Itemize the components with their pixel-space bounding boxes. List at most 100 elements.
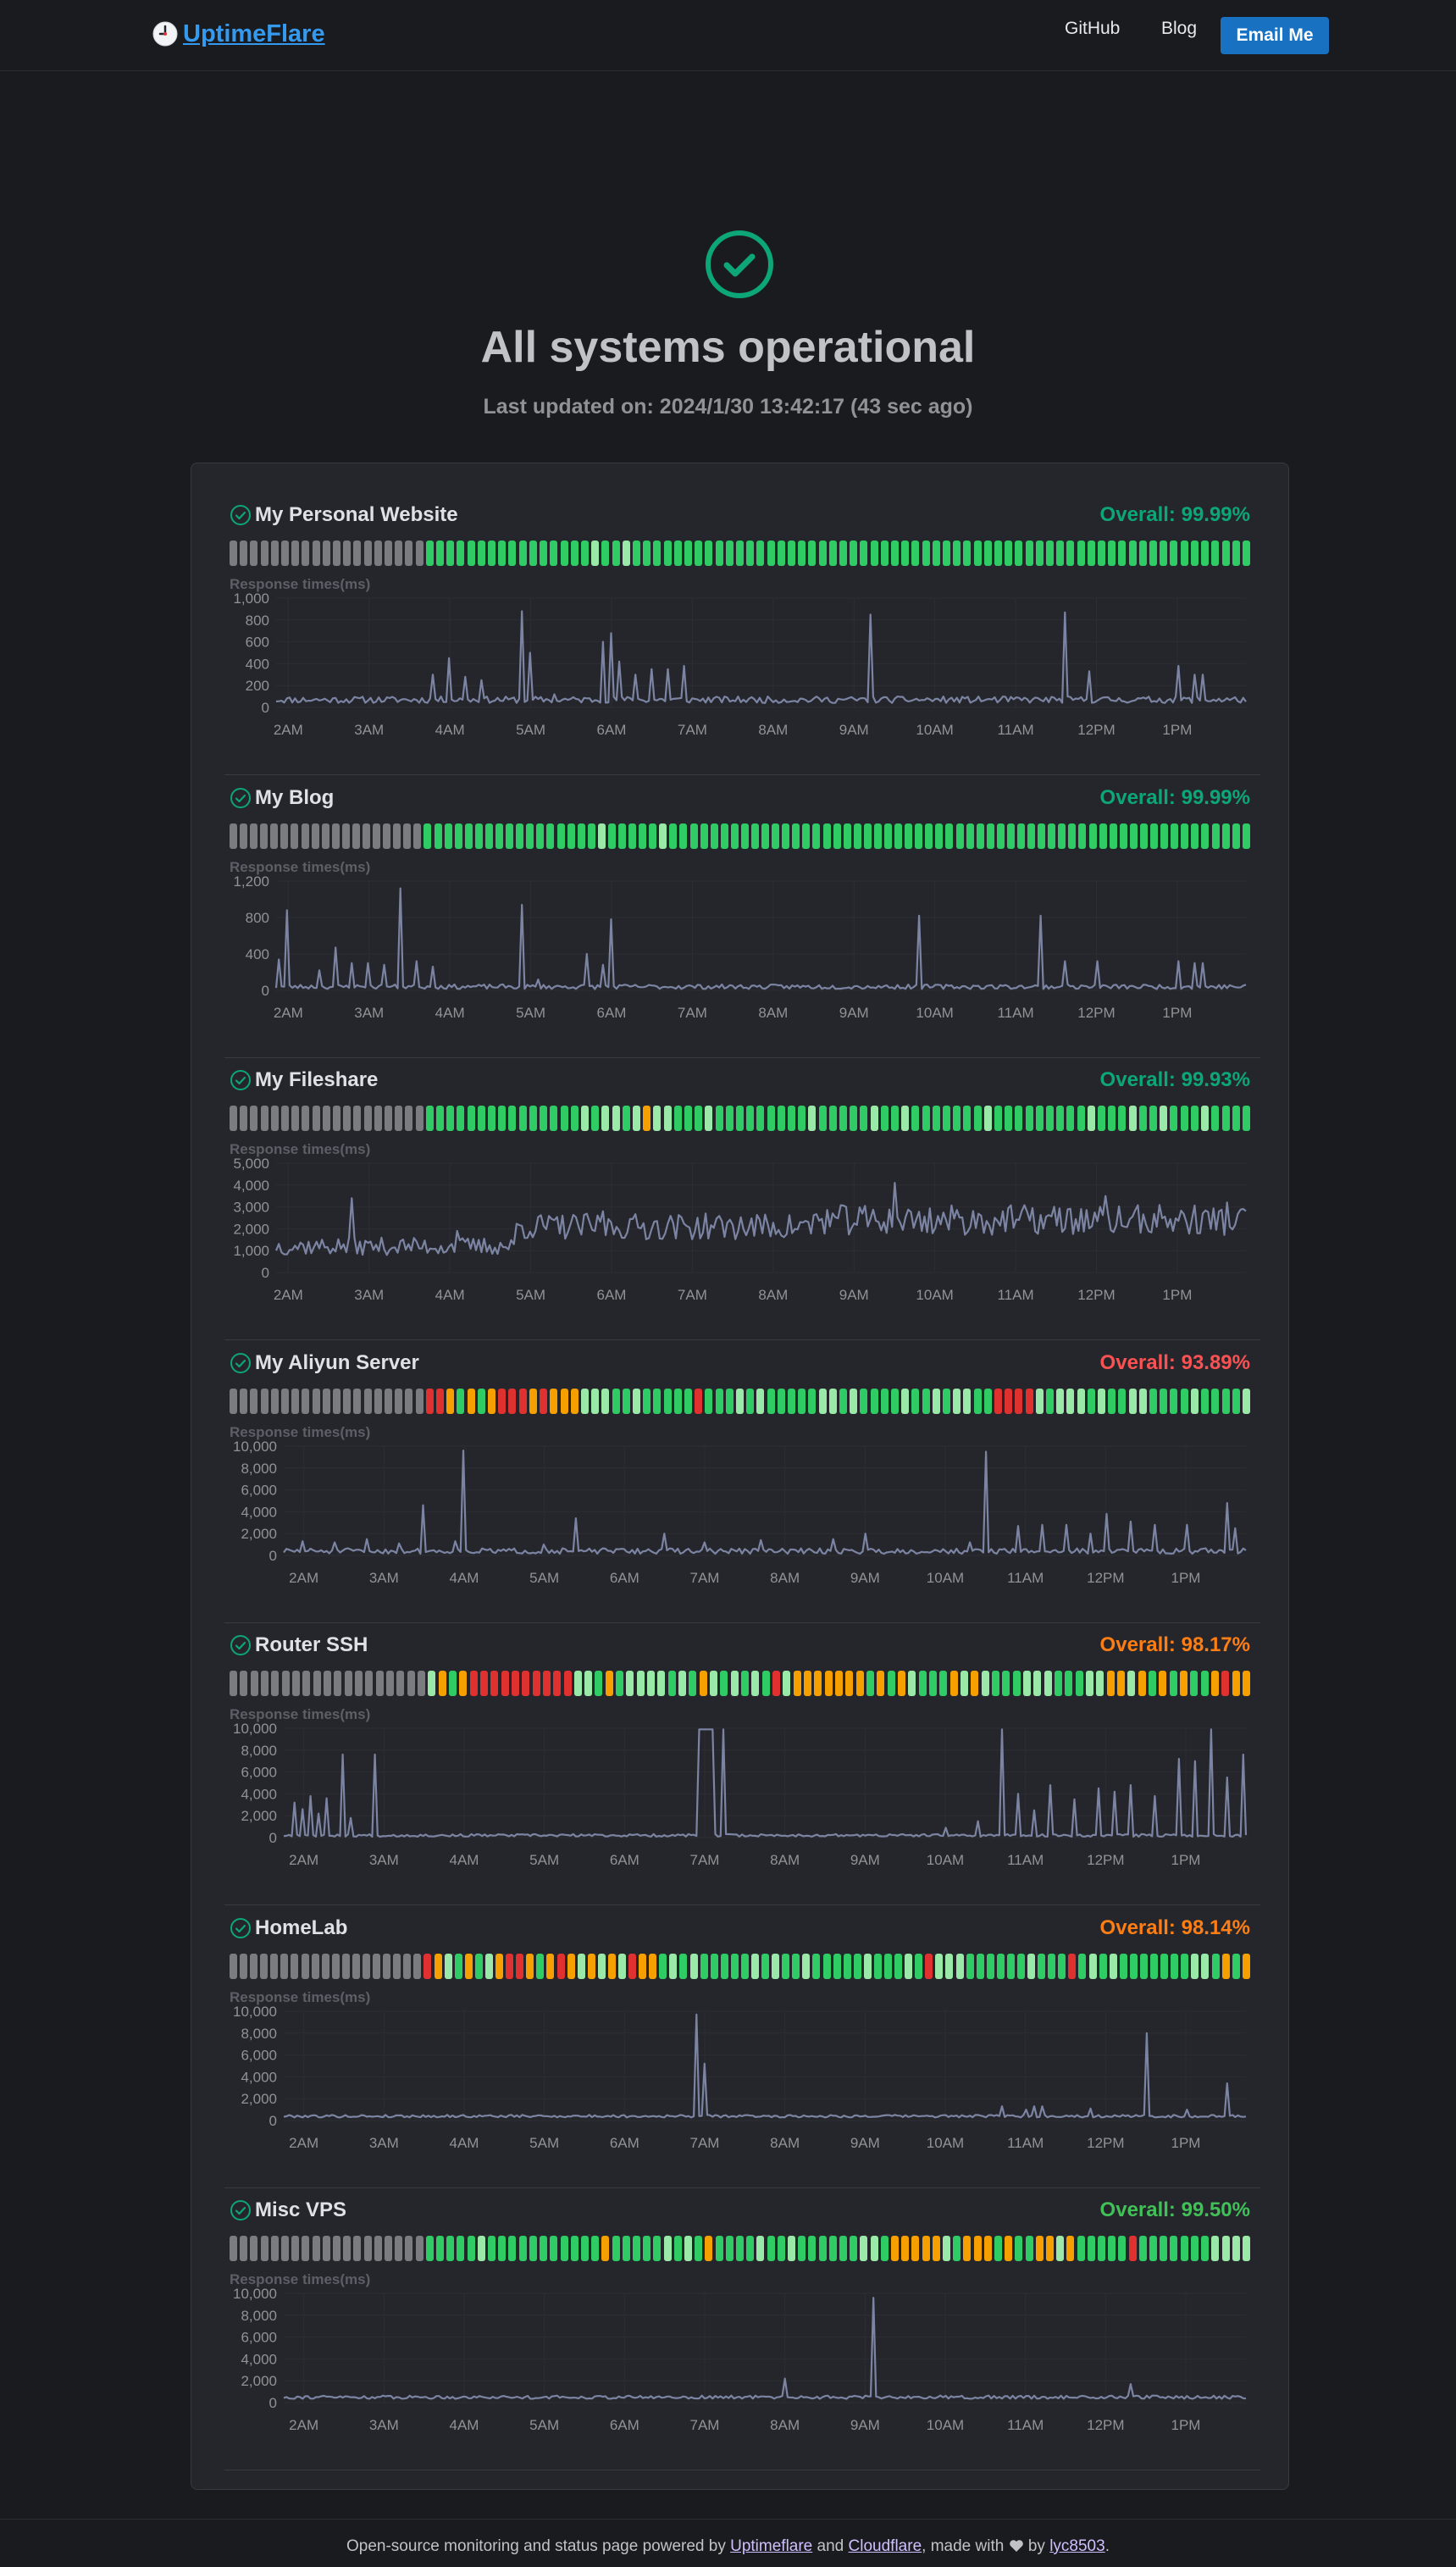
uptime-day-bar[interactable] xyxy=(684,541,692,566)
uptime-day-bar[interactable] xyxy=(588,823,595,849)
uptime-day-bar[interactable] xyxy=(1191,823,1199,849)
uptime-day-bar[interactable] xyxy=(695,2236,702,2261)
uptime-day-bar[interactable] xyxy=(405,541,412,566)
uptime-day-bar[interactable] xyxy=(333,541,340,566)
uptime-day-bar[interactable] xyxy=(637,1671,645,1696)
uptime-day-bar[interactable] xyxy=(313,1106,320,1131)
uptime-day-bar[interactable] xyxy=(323,541,330,566)
uptime-day-bar[interactable] xyxy=(455,1954,462,1979)
uptime-day-bar[interactable] xyxy=(1007,1954,1015,1979)
uptime-day-bar[interactable] xyxy=(871,1106,878,1131)
uptime-day-bar[interactable] xyxy=(271,541,279,566)
uptime-day-bar[interactable] xyxy=(901,541,909,566)
uptime-day-bar[interactable] xyxy=(1110,1954,1117,1979)
uptime-day-bar[interactable] xyxy=(459,1671,467,1696)
uptime-day-bar[interactable] xyxy=(1096,1671,1104,1696)
uptime-day-bar[interactable] xyxy=(794,1671,801,1696)
uptime-day-bar[interactable] xyxy=(1160,2236,1167,2261)
uptime-day-bar[interactable] xyxy=(616,1671,623,1696)
uptime-day-bar[interactable] xyxy=(230,823,237,849)
uptime-day-bar[interactable] xyxy=(1120,1954,1127,1979)
uptime-day-bar[interactable] xyxy=(1077,541,1085,566)
uptime-day-bar[interactable] xyxy=(1170,1671,1177,1696)
uptime-day-bar[interactable] xyxy=(1149,2236,1157,2261)
uptime-day-bar[interactable] xyxy=(1015,541,1022,566)
uptime-day-bar[interactable] xyxy=(260,823,268,849)
uptime-day-bar[interactable] xyxy=(929,1671,937,1696)
uptime-day-bar[interactable] xyxy=(302,1954,309,1979)
uptime-day-bar[interactable] xyxy=(808,1106,816,1131)
uptime-day-bar[interactable] xyxy=(470,1671,478,1696)
uptime-day-bar[interactable] xyxy=(626,1671,634,1696)
uptime-day-bar[interactable] xyxy=(313,1671,321,1696)
uptime-day-bar[interactable] xyxy=(814,1671,822,1696)
uptime-day-bar[interactable] xyxy=(1232,1389,1240,1414)
uptime-day-bar[interactable] xyxy=(922,1389,930,1414)
uptime-day-bar[interactable] xyxy=(343,1389,351,1414)
uptime-day-bar[interactable] xyxy=(1089,823,1097,849)
uptime-day-bar[interactable] xyxy=(519,1389,527,1414)
uptime-day-bar[interactable] xyxy=(726,1106,734,1131)
uptime-day-bar[interactable] xyxy=(1211,541,1219,566)
uptime-day-bar[interactable] xyxy=(533,1671,540,1696)
uptime-day-bar[interactable] xyxy=(792,823,800,849)
uptime-day-bar[interactable] xyxy=(1160,1106,1167,1131)
uptime-day-bar[interactable] xyxy=(829,1106,837,1131)
uptime-day-bar[interactable] xyxy=(915,1954,922,1979)
uptime-day-bar[interactable] xyxy=(230,1954,237,1979)
uptime-day-bar[interactable] xyxy=(669,823,677,849)
uptime-day-bar[interactable] xyxy=(1005,1106,1012,1131)
uptime-day-bar[interactable] xyxy=(281,2236,289,2261)
uptime-day-bar[interactable] xyxy=(1036,2236,1044,2261)
uptime-day-bar[interactable] xyxy=(1140,1954,1148,1979)
uptime-day-bar[interactable] xyxy=(270,1954,278,1979)
uptime-day-bar[interactable] xyxy=(333,1106,340,1131)
uptime-day-bar[interactable] xyxy=(1046,1389,1054,1414)
uptime-day-bar[interactable] xyxy=(230,1671,237,1696)
uptime-day-bar[interactable] xyxy=(649,1954,656,1979)
uptime-day-bar[interactable] xyxy=(383,823,390,849)
uptime-day-bar[interactable] xyxy=(788,2236,795,2261)
uptime-day-bar[interactable] xyxy=(506,1954,513,1979)
uptime-day-bar[interactable] xyxy=(1139,2236,1147,2261)
uptime-day-bar[interactable] xyxy=(653,2236,661,2261)
uptime-day-bar[interactable] xyxy=(643,541,650,566)
uptime-day-bar[interactable] xyxy=(355,1671,363,1696)
uptime-day-bar[interactable] xyxy=(1211,1106,1219,1131)
uptime-day-bar[interactable] xyxy=(798,1389,806,1414)
uptime-day-bar[interactable] xyxy=(536,823,544,849)
uptime-day-bar[interactable] xyxy=(674,2236,682,2261)
uptime-day-bar[interactable] xyxy=(353,2236,361,2261)
uptime-day-bar[interactable] xyxy=(540,1389,547,1414)
uptimeflare-link[interactable]: Uptimeflare xyxy=(730,2537,812,2555)
uptime-day-bar[interactable] xyxy=(526,1954,534,1979)
uptime-day-bar[interactable] xyxy=(788,1106,795,1131)
uptime-day-bar[interactable] xyxy=(1002,1671,1010,1696)
uptime-day-bar[interactable] xyxy=(546,823,554,849)
uptime-day-bar[interactable] xyxy=(736,541,744,566)
uptime-day-bar[interactable] xyxy=(808,1389,816,1414)
uptime-day-bar[interactable] xyxy=(485,1954,493,1979)
uptime-day-bar[interactable] xyxy=(1098,1389,1105,1414)
uptime-day-bar[interactable] xyxy=(798,1106,806,1131)
uptime-day-bar[interactable] xyxy=(874,823,882,849)
uptime-day-bar[interactable] xyxy=(997,1954,1005,1979)
uptime-day-bar[interactable] xyxy=(1089,1954,1097,1979)
uptime-day-bar[interactable] xyxy=(700,1671,707,1696)
uptime-day-bar[interactable] xyxy=(455,823,462,849)
uptime-day-bar[interactable] xyxy=(261,541,269,566)
uptime-day-bar[interactable] xyxy=(612,541,620,566)
uptime-day-bar[interactable] xyxy=(901,1106,909,1131)
uptime-day-bar[interactable] xyxy=(716,1389,723,1414)
uptime-day-bar[interactable] xyxy=(386,1671,394,1696)
uptime-day-bar[interactable] xyxy=(1181,1106,1188,1131)
uptime-day-bar[interactable] xyxy=(860,1389,867,1414)
nav-blog[interactable]: Blog xyxy=(1161,19,1197,39)
uptime-day-bar[interactable] xyxy=(987,823,994,849)
uptime-day-bar[interactable] xyxy=(746,1106,754,1131)
uptime-day-bar[interactable] xyxy=(240,1954,247,1979)
brand-link[interactable]: UptimeFlare xyxy=(151,17,325,51)
uptime-day-bar[interactable] xyxy=(731,1671,739,1696)
uptime-day-bar[interactable] xyxy=(333,1389,340,1414)
uptime-day-bar[interactable] xyxy=(1130,823,1138,849)
